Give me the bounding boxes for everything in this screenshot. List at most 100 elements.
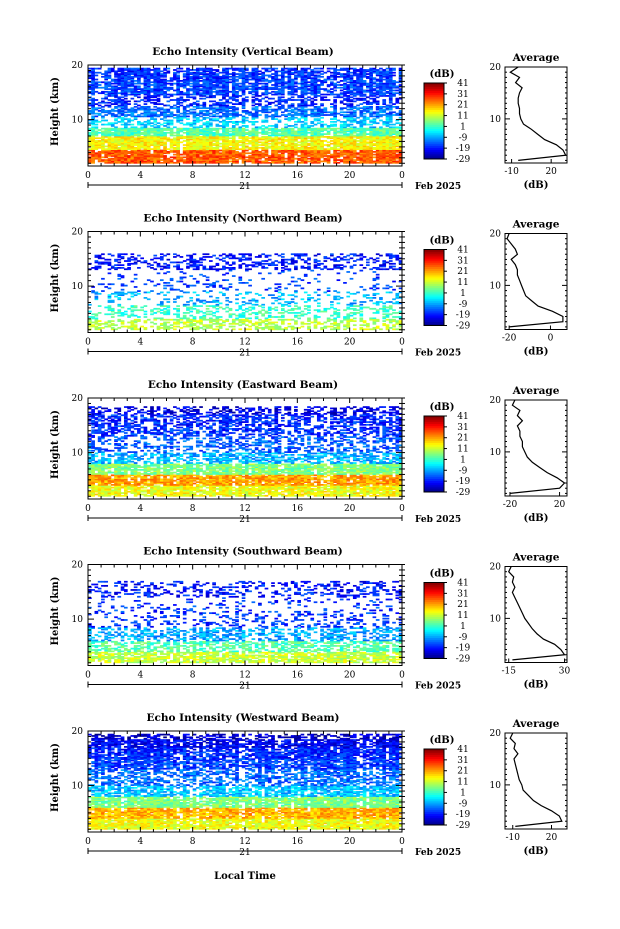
heatmap-cell [189, 161, 194, 164]
heatmap-cell [202, 116, 207, 119]
heatmap-cell [146, 93, 151, 96]
heatmap-cell [251, 67, 256, 70]
heatmap-cell [182, 92, 187, 95]
heatmap-cell [107, 141, 112, 144]
heatmap-cell [133, 116, 138, 119]
heatmap-cell [182, 148, 187, 151]
heatmap-cell [166, 114, 171, 116]
heatmap-cell [140, 144, 144, 146]
heatmap-cell [127, 127, 131, 130]
heatmap-cell [310, 100, 315, 103]
heatmap-cell [209, 115, 213, 118]
heatmap-cell [316, 70, 321, 73]
heatmap-cell [123, 86, 128, 89]
heatmap-cell [209, 104, 213, 107]
heatmap-cell [375, 96, 380, 99]
heatmap-cell [215, 73, 220, 75]
heatmap-cell [114, 146, 118, 149]
heatmap-cell [146, 73, 151, 75]
heatmap-cell [333, 93, 337, 96]
heatmap-cell [173, 74, 177, 77]
heatmap-cell [205, 120, 210, 123]
heatmap-cell [123, 78, 128, 81]
heatmap-cell [169, 150, 174, 153]
heatmap-cell [277, 119, 282, 122]
heatmap-cell [150, 108, 154, 111]
heatmap-cell [192, 81, 197, 84]
heatmap-cell [176, 85, 180, 88]
heatmap-cell [91, 67, 95, 70]
heatmap-cell [133, 70, 138, 73]
heatmap-cell [133, 85, 138, 88]
heatmap-cell [166, 93, 171, 96]
heatmap-cell [150, 99, 154, 101]
heatmap-cell [101, 97, 105, 100]
heatmap-cell [209, 67, 213, 70]
heatmap-cell [330, 88, 334, 90]
heatmap-cell [176, 75, 180, 78]
heatmap-cell [297, 99, 301, 101]
heatmap-cell [248, 88, 252, 90]
heatmap-cell [245, 85, 249, 88]
heatmap-cell [101, 159, 105, 161]
heatmap-cell [271, 108, 275, 111]
heatmap-cell [369, 67, 373, 70]
heatmap-cell [202, 101, 207, 104]
heatmap-cell [137, 134, 141, 137]
heatmap-cell [163, 108, 167, 111]
heatmap-cell [137, 130, 141, 133]
heatmap-cell [143, 81, 148, 84]
heatmap-cell [326, 70, 331, 73]
heatmap-cell [153, 112, 158, 115]
heatmap-cell [156, 122, 161, 125]
heatmap-cell [150, 127, 154, 130]
heatmap-cell [140, 105, 144, 108]
heatmap-cell [104, 130, 109, 133]
heatmap-cell [143, 103, 148, 105]
heatmap-cell [182, 146, 187, 149]
heatmap-cell [395, 81, 400, 84]
heatmap-cell [287, 127, 292, 130]
heatmap-cell [356, 133, 360, 135]
heatmap-cell [339, 89, 344, 92]
heatmap-cell [195, 107, 200, 110]
heatmap-cell [120, 150, 125, 153]
heatmap-cell [150, 135, 154, 138]
heatmap-cell [156, 129, 161, 131]
heatmap-cell [146, 108, 151, 111]
heatmap-cell [261, 125, 266, 127]
heatmap-cell [176, 101, 180, 104]
heatmap-cell [375, 127, 380, 130]
heatmap-cell [127, 93, 131, 96]
heatmap-cell [258, 160, 262, 163]
heatmap-cell [133, 111, 138, 114]
heatmap-cell [137, 149, 141, 152]
heatmap-cell [366, 135, 370, 138]
heatmap-cell [117, 144, 122, 146]
heatmap-cell [127, 150, 131, 153]
heatmap-cell [189, 150, 194, 153]
heatmap-cell [146, 110, 151, 112]
heatmap-cell [369, 111, 373, 114]
heatmap-cell [186, 159, 190, 161]
heatmap-cell [382, 92, 387, 95]
heatmap-cell [310, 77, 315, 80]
heatmap-cell [261, 85, 266, 88]
heatmap-cell [274, 67, 279, 70]
heatmap-cell [146, 115, 151, 118]
heatmap-cell [163, 69, 167, 71]
heatmap-cell [156, 149, 161, 152]
heatmap-cell [176, 142, 180, 145]
heatmap-cell [137, 69, 141, 71]
heatmap-cell [182, 85, 187, 88]
heatmap-cell [110, 152, 115, 155]
heatmap-cell [215, 123, 220, 126]
heatmap-cell [88, 152, 92, 155]
heatmap-cell [192, 134, 197, 137]
heatmap-cell [114, 107, 118, 110]
heatmap-cell [123, 135, 128, 138]
heatmap-cell [284, 99, 288, 101]
heatmap-cell [130, 84, 135, 86]
heatmap-cell [146, 74, 151, 77]
heatmap-cell [339, 134, 344, 137]
